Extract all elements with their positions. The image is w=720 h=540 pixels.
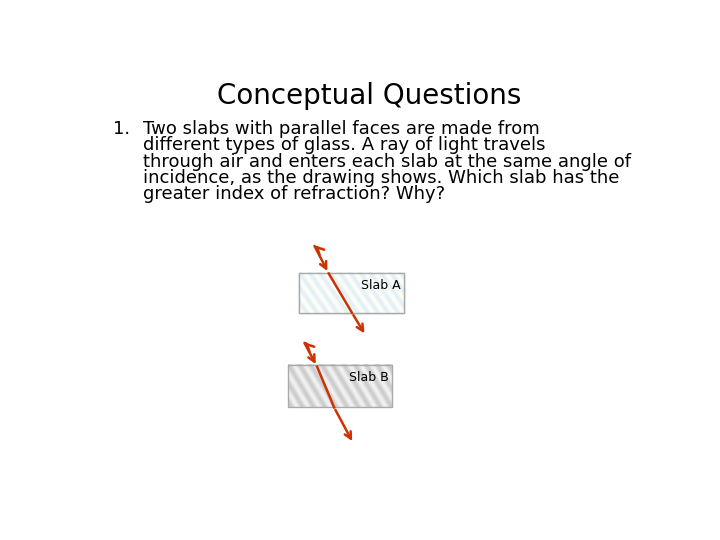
Bar — [287, 365, 392, 408]
Text: through air and enters each slab at the same angle of: through air and enters each slab at the … — [143, 153, 631, 171]
Text: Slab B: Slab B — [349, 372, 389, 384]
Text: Slab A: Slab A — [361, 279, 401, 292]
Text: 1.: 1. — [113, 120, 130, 138]
Text: greater index of refraction? Why?: greater index of refraction? Why? — [143, 185, 445, 203]
Text: incidence, as the drawing shows. Which slab has the: incidence, as the drawing shows. Which s… — [143, 168, 619, 187]
Bar — [300, 273, 404, 313]
Text: different types of glass. A ray of light travels: different types of glass. A ray of light… — [143, 137, 545, 154]
Text: Conceptual Questions: Conceptual Questions — [217, 82, 521, 110]
Text: Two slabs with parallel faces are made from: Two slabs with parallel faces are made f… — [143, 120, 539, 138]
Bar — [300, 273, 404, 313]
